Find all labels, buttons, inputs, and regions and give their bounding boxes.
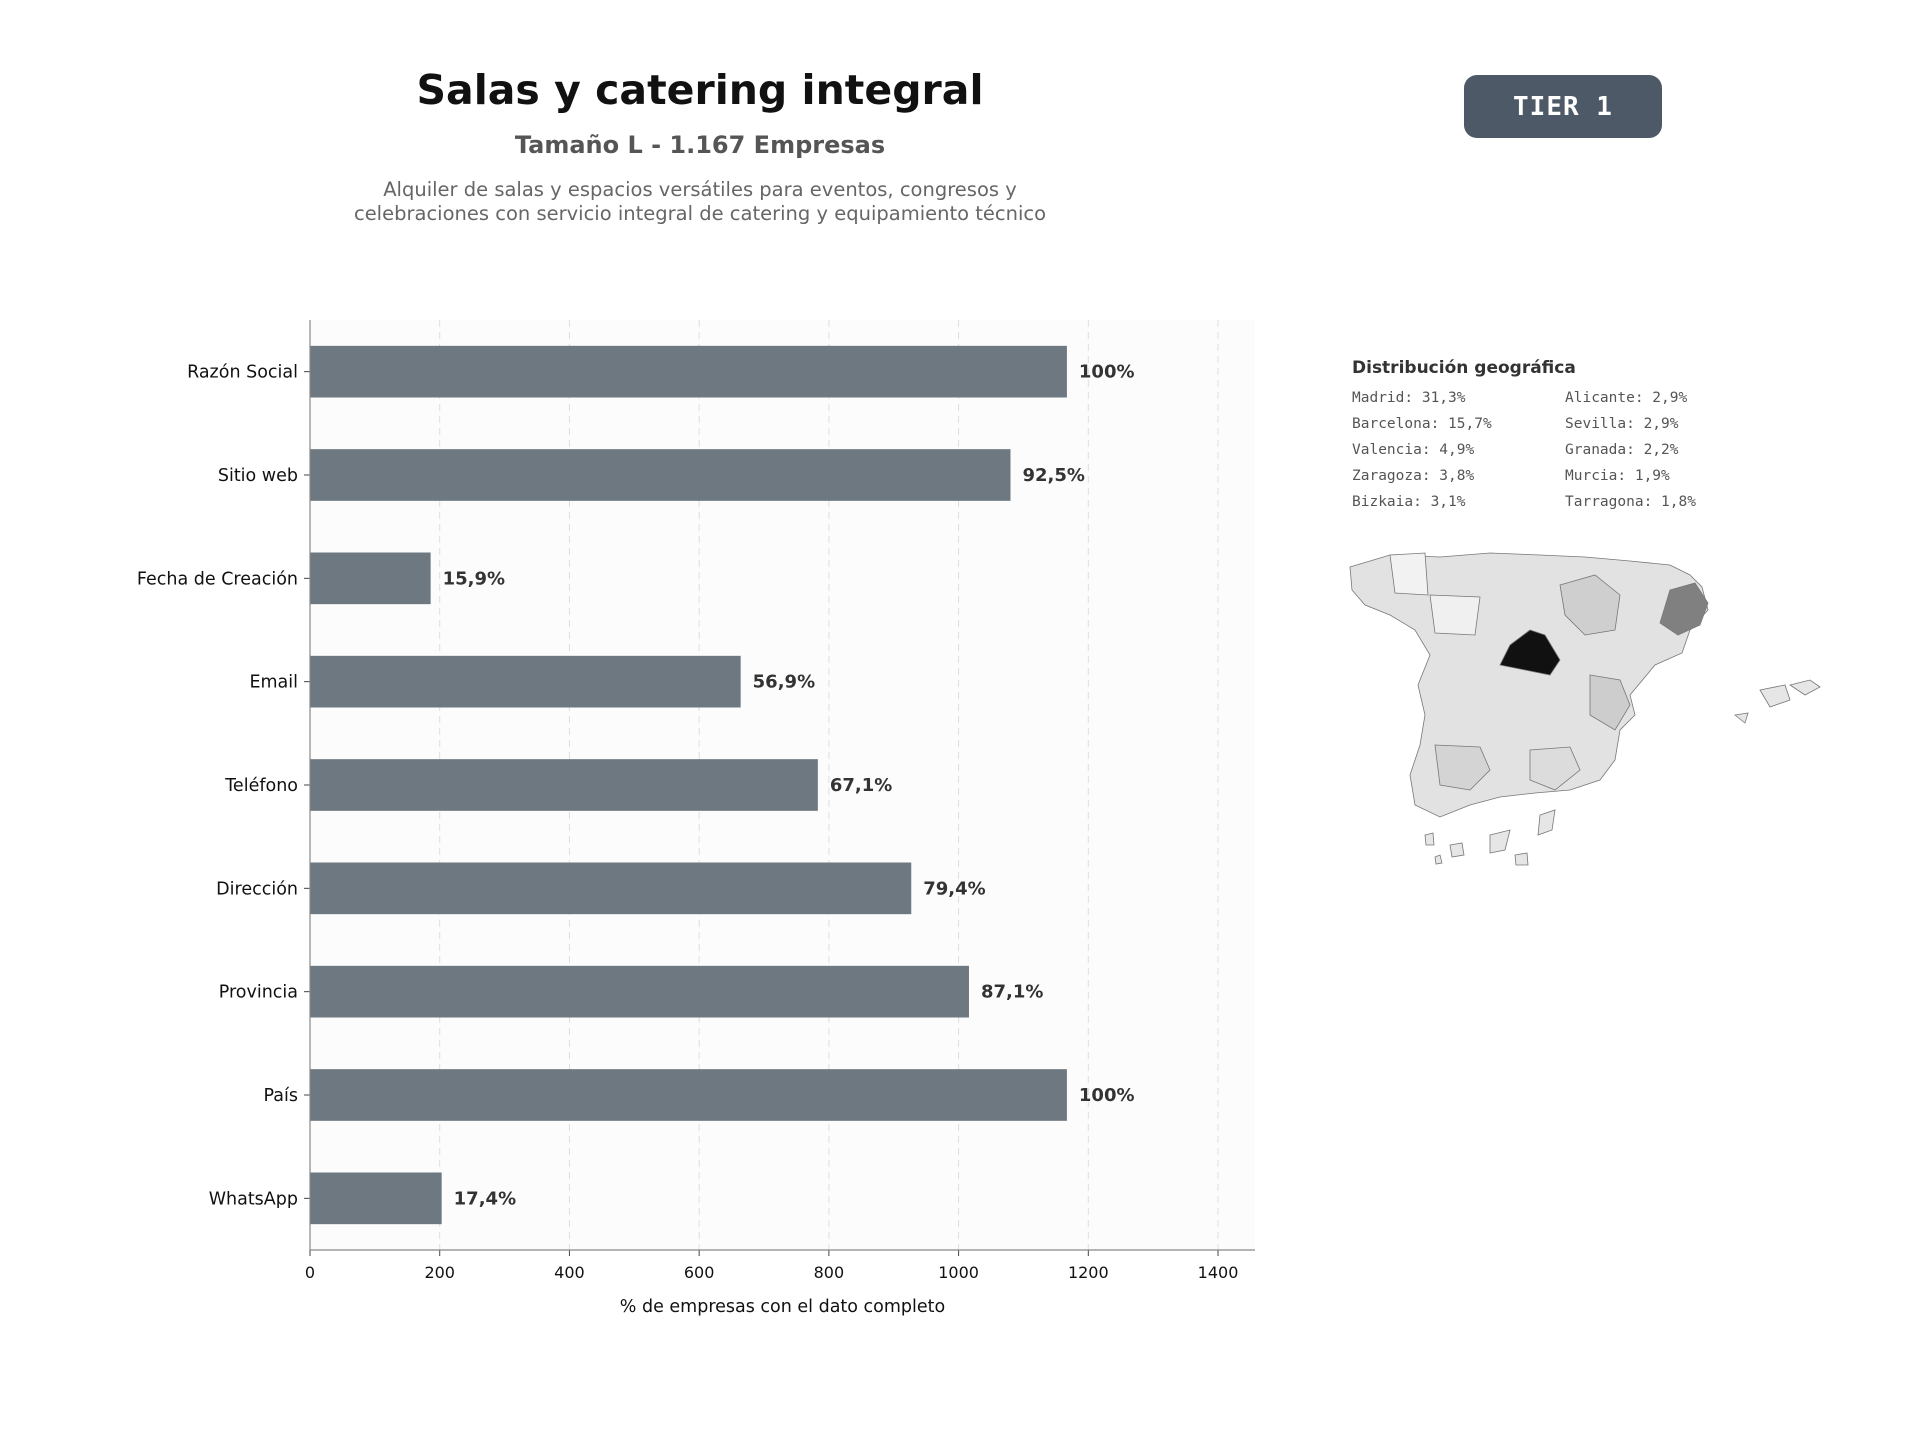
description-line-2: celebraciones con servicio integral de c… xyxy=(353,202,1047,225)
x-axis-label: % de empresas con el dato completo xyxy=(620,1297,945,1317)
geo-item: Alicante: 2,9% xyxy=(1565,390,1688,406)
data-label: 15,9% xyxy=(443,568,505,589)
page-description: Alquiler de salas y espacios versátiles … xyxy=(250,178,1150,226)
y-tick-label: Fecha de Creación xyxy=(137,569,298,589)
geo-item: Tarragona: 1,8% xyxy=(1565,494,1696,510)
geo-item: Barcelona: 15,7% xyxy=(1352,416,1492,432)
geo-item: Madrid: 31,3% xyxy=(1352,390,1466,406)
geo-list: Madrid: 31,3% Alicante: 2,9% Barcelona: … xyxy=(1352,388,1772,512)
geo-item: Granada: 2,2% xyxy=(1565,442,1679,458)
x-tick-label: 1400 xyxy=(1198,1263,1239,1282)
bar xyxy=(310,449,1011,501)
bar xyxy=(310,965,969,1018)
map-region xyxy=(1789,679,1821,696)
bar xyxy=(310,1069,1067,1121)
y-tick-label: Sitio web xyxy=(218,466,298,486)
bar xyxy=(310,862,912,915)
map-region xyxy=(1489,829,1511,854)
bar xyxy=(310,759,818,811)
map-region xyxy=(1449,842,1465,858)
geo-item: Zaragoza: 3,8% xyxy=(1352,468,1475,484)
geo-item: Valencia: 4,9% xyxy=(1352,442,1475,458)
y-tick-label: WhatsApp xyxy=(209,1189,298,1209)
x-tick-label: 800 xyxy=(814,1263,845,1282)
map-region xyxy=(1537,809,1556,836)
header: Salas y catering integral Tamaño L - 1.1… xyxy=(250,60,1150,226)
y-tick-label: País xyxy=(264,1086,298,1106)
map-region xyxy=(1429,594,1481,636)
data-label: 92,5% xyxy=(1022,465,1084,486)
data-label: 100% xyxy=(1079,362,1135,383)
geo-item: Bizkaia: 3,1% xyxy=(1352,494,1466,510)
x-tick-label: 1000 xyxy=(938,1263,979,1282)
map-region xyxy=(1499,629,1561,676)
y-tick-label: Email xyxy=(249,673,298,693)
x-tick-label: 1200 xyxy=(1068,1263,1109,1282)
data-label: 17,4% xyxy=(454,1188,516,1209)
data-label: 100% xyxy=(1079,1085,1135,1106)
map-region xyxy=(1734,712,1749,724)
bar xyxy=(310,1172,442,1225)
bar xyxy=(310,552,431,605)
spain-map xyxy=(1349,552,1821,866)
x-tick-label: 200 xyxy=(424,1263,455,1282)
page-title: Salas y catering integral xyxy=(416,66,984,114)
x-tick-label: 0 xyxy=(305,1263,315,1282)
y-tick-label: Provincia xyxy=(219,983,298,1003)
data-label: 67,1% xyxy=(830,775,892,796)
bar xyxy=(310,345,1067,398)
description-line-1: Alquiler de salas y espacios versátiles … xyxy=(383,178,1017,201)
tier-badge: TIER 1 xyxy=(1464,75,1662,138)
y-tick-label: Razón Social xyxy=(187,363,298,383)
map-region xyxy=(1759,684,1791,708)
map-region xyxy=(1389,552,1429,596)
map-region xyxy=(1434,854,1443,865)
data-label: 79,4% xyxy=(923,878,985,899)
page-subtitle: Tamaño L - 1.167 Empresas xyxy=(514,131,886,159)
geo-item: Murcia: 1,9% xyxy=(1565,468,1670,484)
x-tick-label: 400 xyxy=(554,1263,585,1282)
map-region xyxy=(1559,574,1621,636)
y-tick-label: Teléfono xyxy=(224,776,298,796)
map-region xyxy=(1514,852,1529,866)
data-label: 87,1% xyxy=(981,982,1043,1003)
bar-chart: 0 200 400 600 800 1000 1200 1400 Razón Social 100… xyxy=(137,320,1255,1317)
geo-distribution-panel: Distribución geográfica Madrid: 31,3% Al… xyxy=(1352,358,1772,512)
geo-title: Distribución geográfica xyxy=(1352,358,1576,378)
bar xyxy=(310,655,741,708)
data-label: 56,9% xyxy=(753,672,815,693)
map-region xyxy=(1434,744,1491,791)
geo-item: Sevilla: 2,9% xyxy=(1565,416,1679,432)
map-region xyxy=(1589,674,1631,731)
map-region xyxy=(1529,746,1581,791)
map-region xyxy=(1659,582,1709,636)
x-tick-label: 600 xyxy=(684,1263,715,1282)
map-region xyxy=(1424,832,1435,846)
y-tick-label: Dirección xyxy=(216,879,298,899)
